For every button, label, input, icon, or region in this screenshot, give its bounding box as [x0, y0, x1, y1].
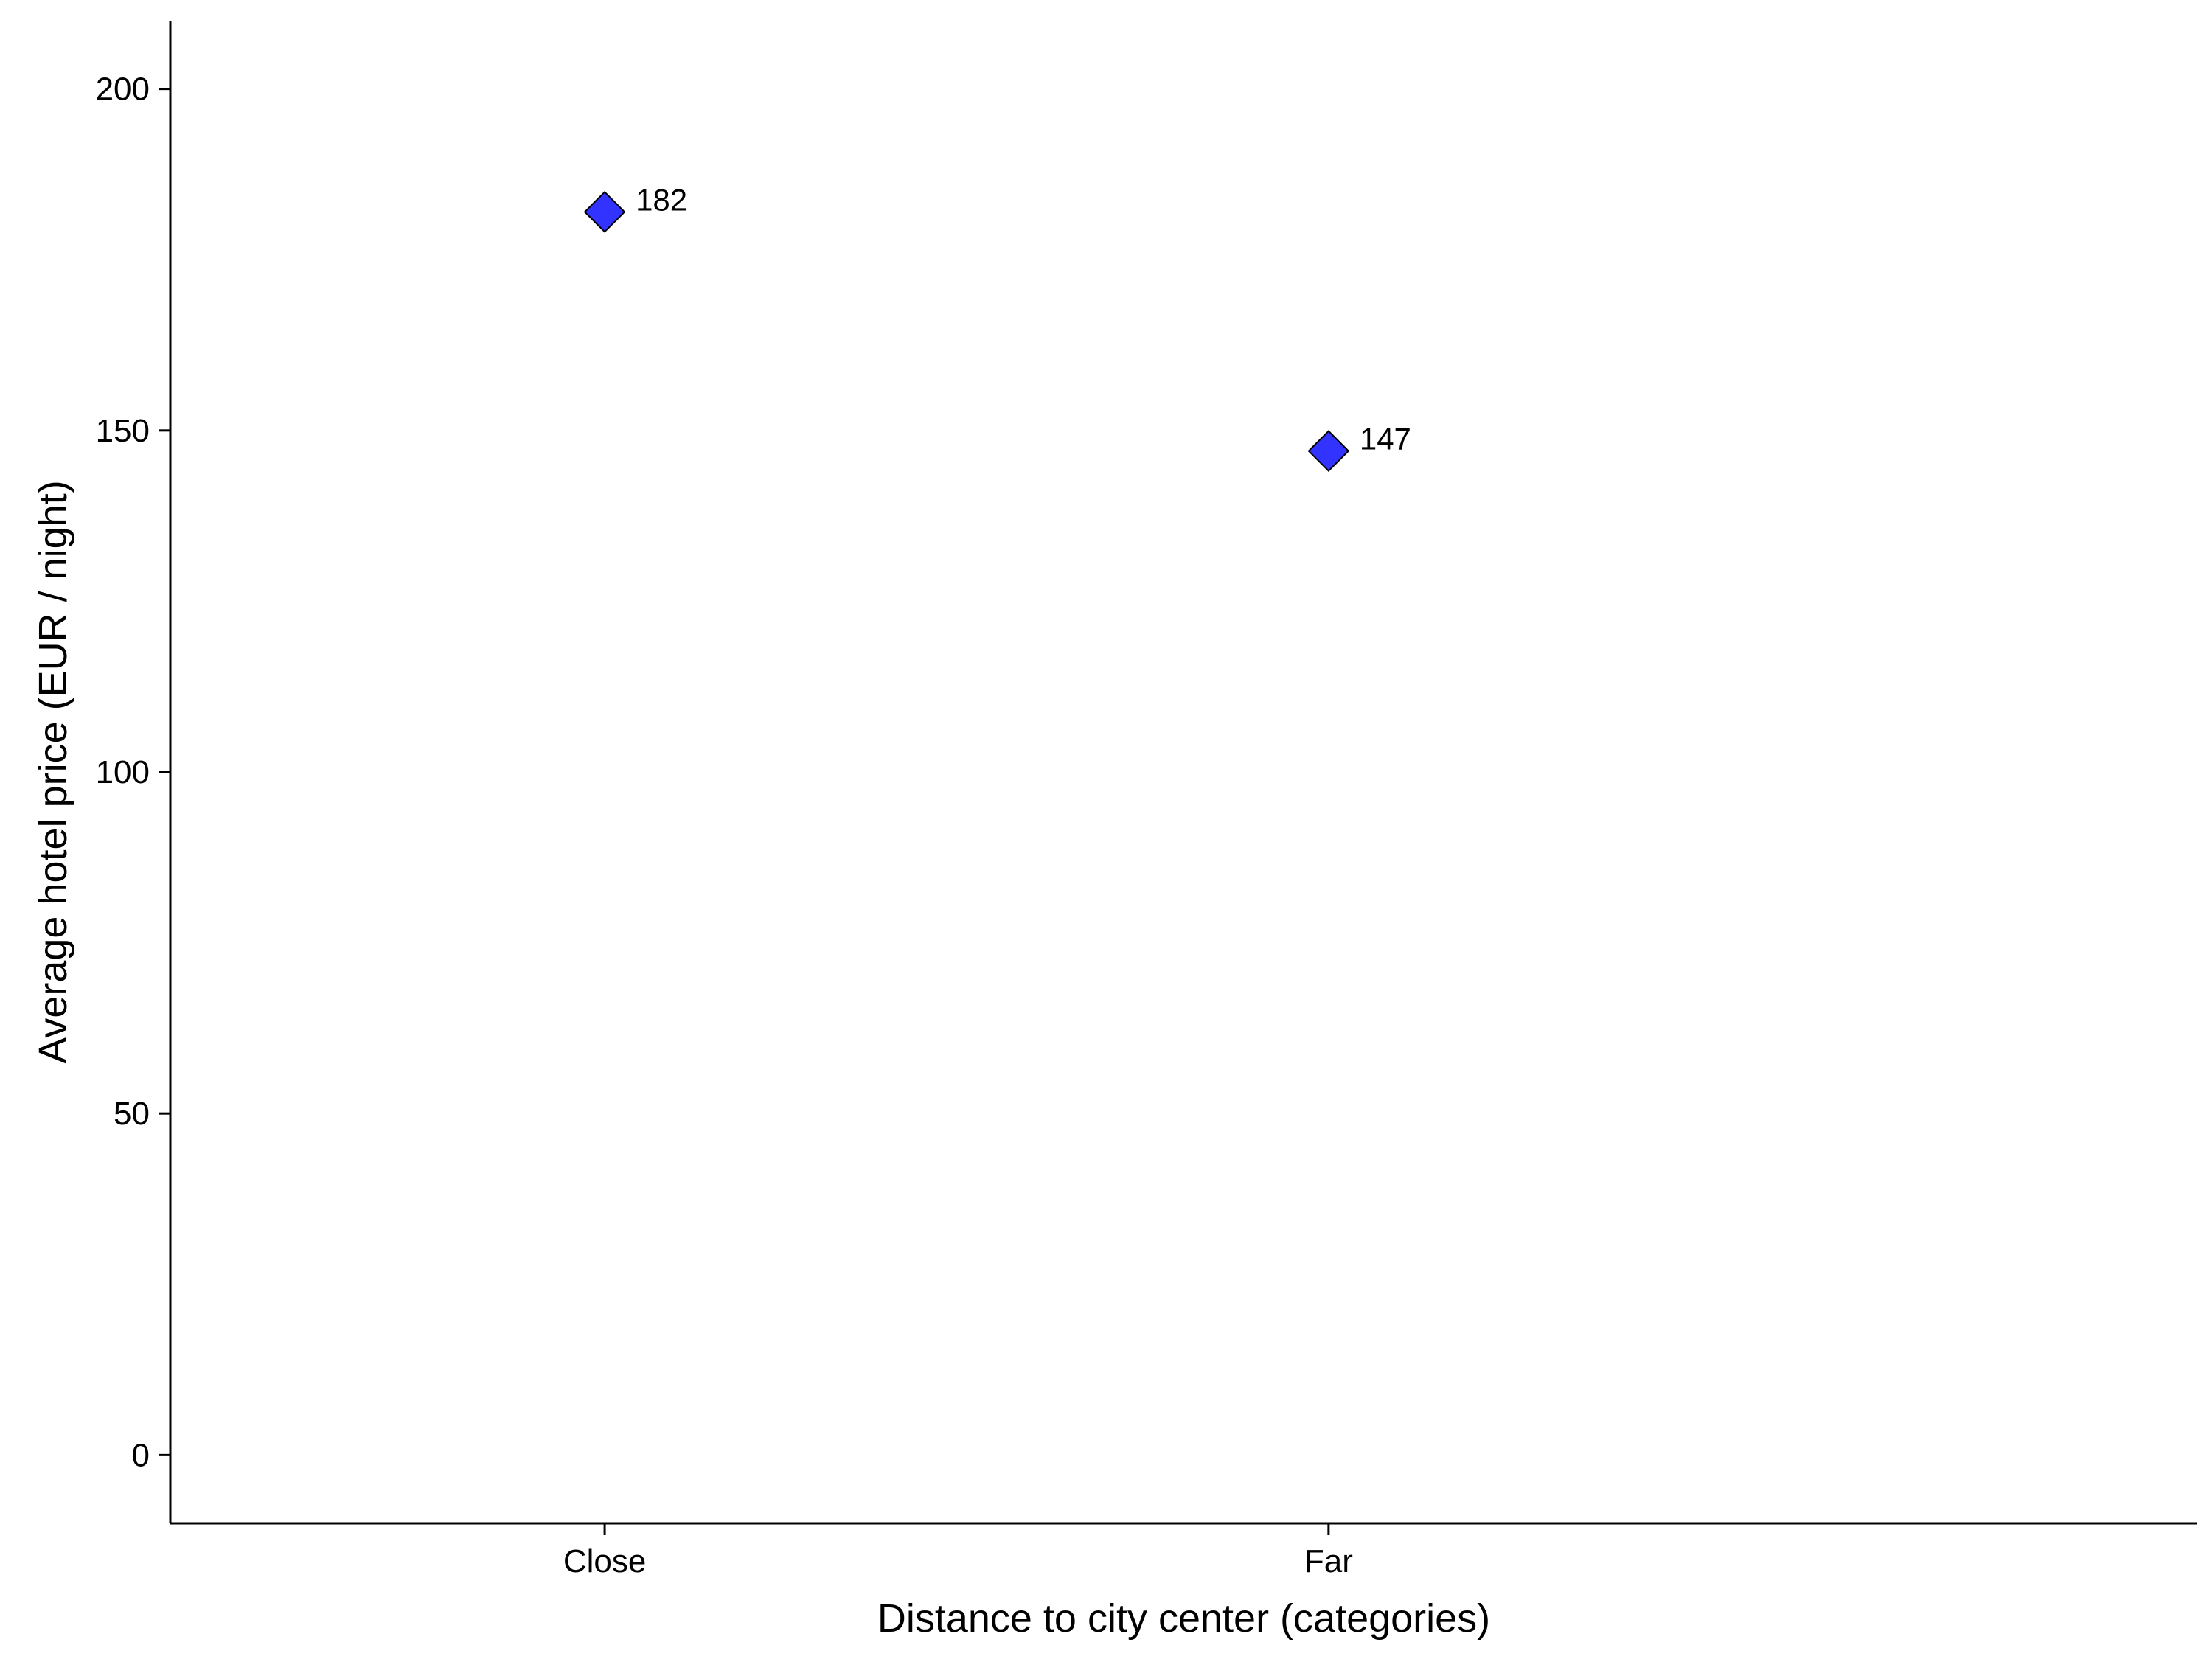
y-axis-title: Average hotel price (EUR / night) [31, 480, 75, 1063]
y-tick-label: 200 [96, 72, 150, 108]
x-axis-title: Distance to city center (categories) [877, 1596, 1490, 1641]
data-labels: 182 147 [636, 182, 1411, 456]
y-tick-label: 0 [132, 1437, 150, 1473]
data-label: 147 [1360, 422, 1411, 456]
x-tick-label: Close [563, 1543, 647, 1579]
y-tick-label: 100 [96, 754, 150, 790]
data-points [583, 190, 1350, 473]
data-label: 182 [636, 182, 687, 217]
y-tick-label: 50 [114, 1096, 150, 1132]
data-point [583, 190, 626, 233]
y-tick-label: 150 [96, 413, 150, 449]
data-point [1307, 430, 1350, 473]
x-axis-ticks: Close Far [563, 1523, 1353, 1579]
x-tick-label: Far [1304, 1543, 1353, 1579]
y-axis-ticks: 0 50 100 150 200 [96, 72, 170, 1473]
